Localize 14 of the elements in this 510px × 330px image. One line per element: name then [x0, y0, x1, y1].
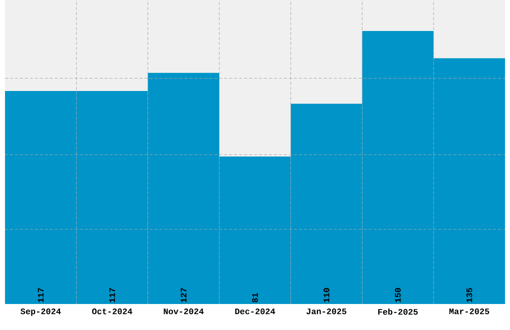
data-label: 127	[180, 288, 186, 302]
x-tick-label: Oct-2024	[92, 308, 132, 314]
x-tick-label: Nov-2024	[164, 308, 204, 314]
x-tick-label: Sep-2024	[20, 308, 61, 316]
data-label: 110	[324, 288, 330, 302]
x-tick-label: Dec-2024	[235, 308, 276, 314]
data-label: 117	[109, 288, 115, 302]
data-label: 135	[466, 288, 472, 302]
x-tick-label: Feb-2025	[378, 308, 418, 315]
x-tick-label: Jan-2025	[306, 308, 346, 314]
data-label: 81	[252, 293, 258, 302]
data-label: 150	[394, 288, 401, 302]
data-label: 117	[38, 288, 44, 302]
x-tick-label: Mar-2025	[449, 308, 490, 314]
